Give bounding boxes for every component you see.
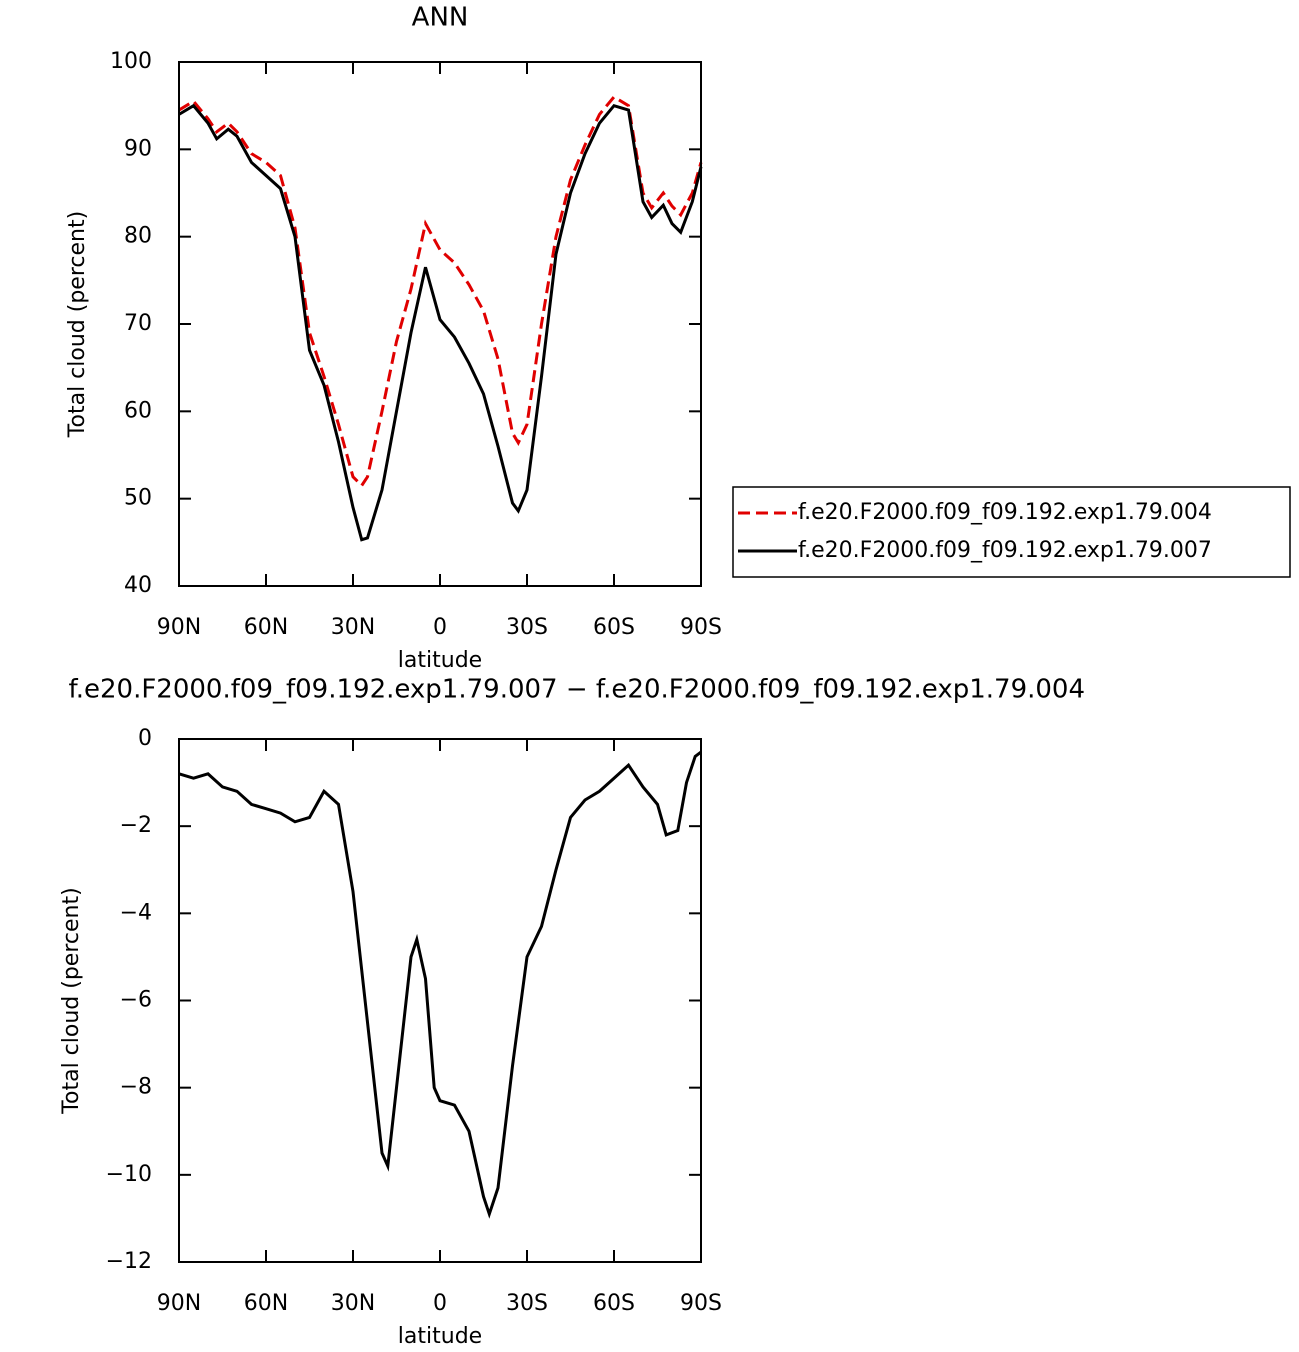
y-tick-label: 0 [138, 726, 152, 751]
panel-title: ANN [412, 3, 469, 33]
legend-label: f.e20.F2000.f09_f09.192.exp1.79.007 [798, 538, 1212, 563]
x-tick-label: 30N [331, 1291, 375, 1316]
panel-title: f.e20.F2000.f09_f09.192.exp1.79.007 − f.… [68, 675, 1085, 705]
y-tick-label: −10 [106, 1162, 152, 1187]
line-series [178, 103, 703, 542]
legend-label: f.e20.F2000.f09_f09.192.exp1.79.004 [798, 500, 1212, 525]
y-tick-label: −4 [120, 900, 152, 925]
x-tick-label: 30N [331, 615, 375, 640]
x-tick-label: 0 [433, 615, 447, 640]
y-tick-label: 60 [124, 398, 152, 423]
line-series [178, 750, 702, 1219]
y-tick-label: −8 [120, 1075, 152, 1100]
x-tick-label: 90N [157, 1291, 201, 1316]
y-tick-label: 40 [124, 573, 152, 598]
x-axis-label: latitude [398, 648, 482, 673]
x-tick-label: 60N [244, 1291, 288, 1316]
x-tick-label: 60S [593, 615, 635, 640]
plot-frame [178, 738, 702, 1263]
y-tick-label: 90 [124, 136, 152, 161]
y-tick-label: −2 [120, 813, 152, 838]
line-series [178, 94, 703, 488]
y-tick-label: −12 [106, 1249, 152, 1274]
x-tick-label: 60N [244, 615, 288, 640]
x-tick-label: 90S [680, 615, 722, 640]
plot-frame [178, 61, 702, 587]
y-tick-label: 50 [124, 486, 152, 511]
y-tick-label: −6 [120, 988, 152, 1013]
x-tick-label: 30S [506, 1291, 548, 1316]
x-tick-label: 90S [680, 1291, 722, 1316]
x-tick-label: 90N [157, 615, 201, 640]
x-axis-label: latitude [398, 1324, 482, 1349]
legend-box [732, 486, 1291, 578]
x-tick-label: 30S [506, 615, 548, 640]
y-tick-label: 80 [124, 224, 152, 249]
x-tick-label: 60S [593, 1291, 635, 1316]
x-tick-label: 0 [433, 1291, 447, 1316]
y-tick-label: 70 [124, 311, 152, 336]
y-axis-label: Total cloud (percent) [65, 211, 90, 438]
y-tick-label: 100 [110, 49, 152, 74]
y-axis-label: Total cloud (percent) [59, 887, 84, 1114]
